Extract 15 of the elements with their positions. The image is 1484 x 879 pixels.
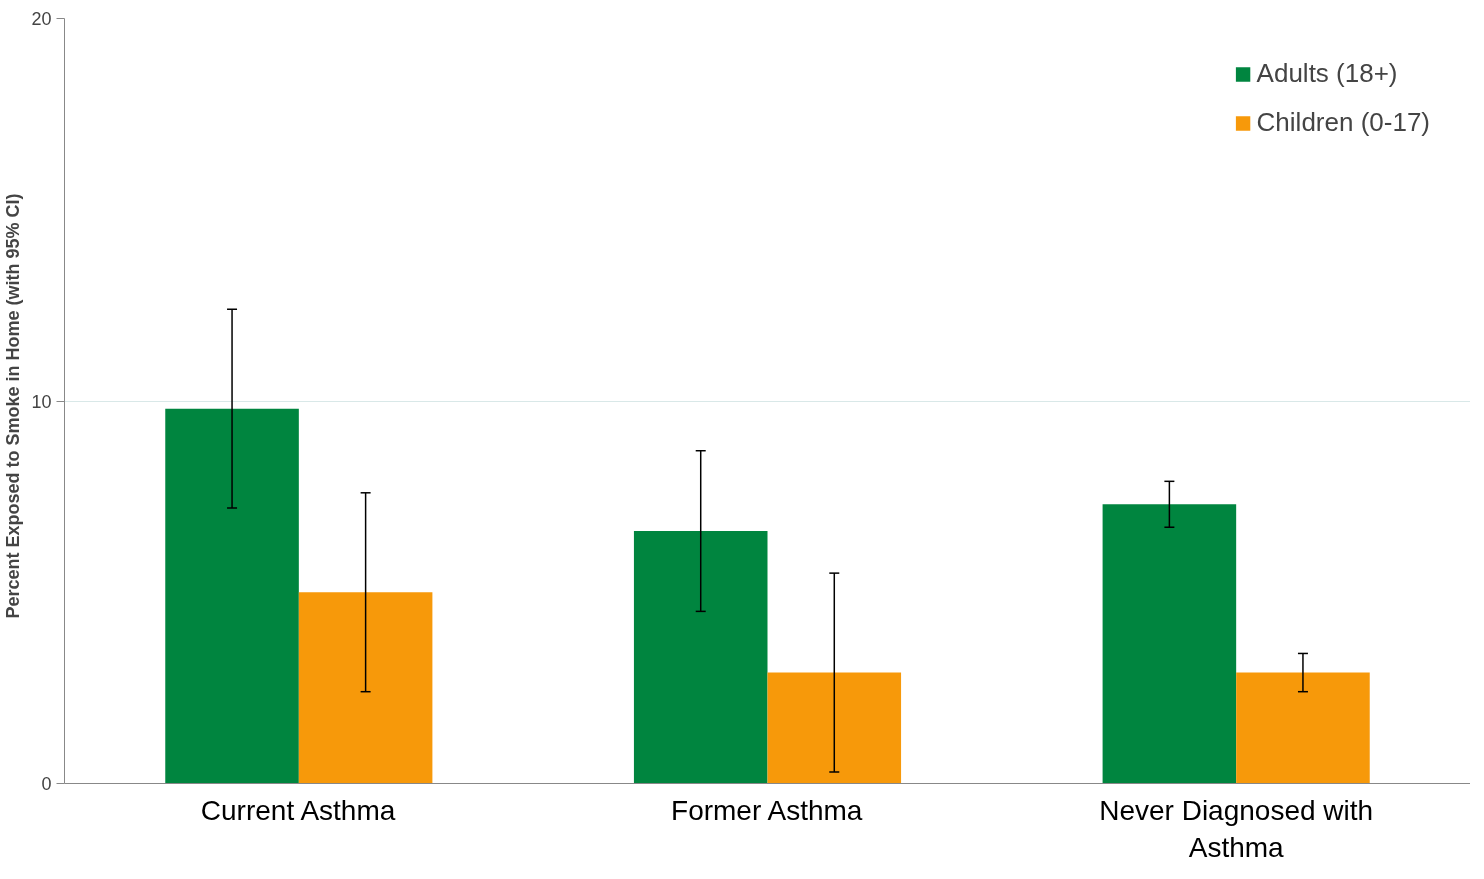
legend-label: Children (0-17)	[1256, 107, 1430, 138]
y-tick-label: 10	[31, 391, 52, 412]
legend-label: Adults (18+)	[1256, 58, 1398, 89]
x-tick-label: Former Asthma	[671, 794, 863, 826]
bar	[298, 592, 433, 784]
x-tick-label: Current Asthma	[200, 794, 396, 826]
bar	[767, 672, 902, 784]
bar	[633, 531, 768, 784]
x-tick-label: Never Diagnosed with Asthma	[1099, 794, 1374, 863]
bar	[1102, 504, 1237, 784]
y-tick-label: 0	[41, 774, 52, 794]
y-tick-label: 20	[31, 9, 52, 29]
bar	[1236, 672, 1370, 784]
bar	[165, 408, 299, 784]
y-axis-title: Percent Exposed to Smoke in Home (with 95% CI)	[3, 193, 24, 619]
